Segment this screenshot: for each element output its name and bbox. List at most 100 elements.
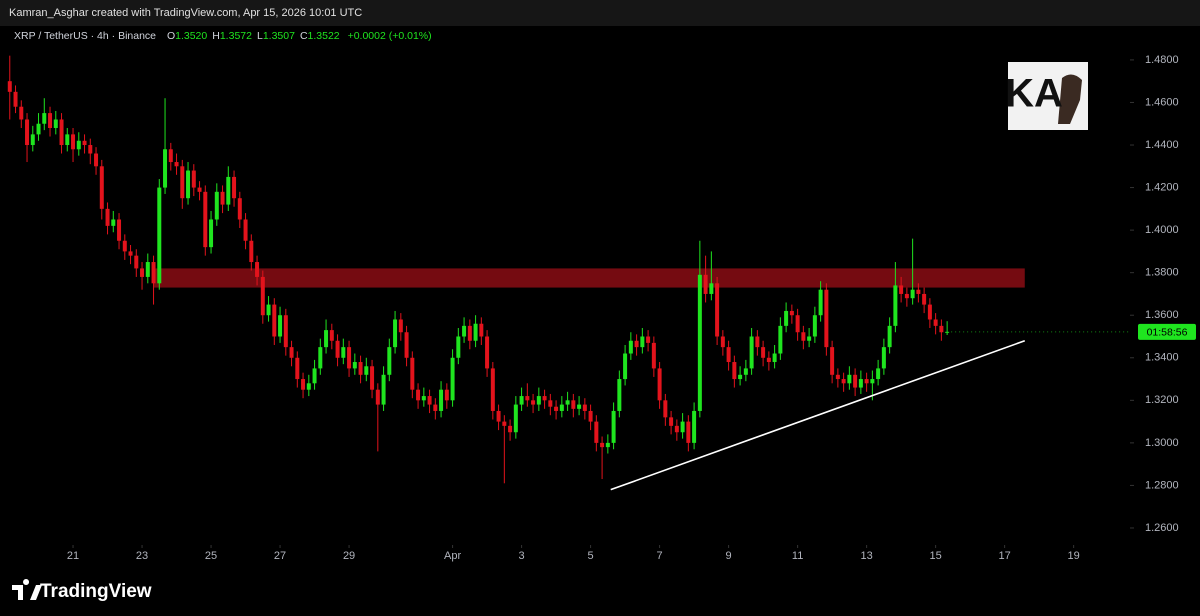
symbol-title: XRP / TetherUS · 4h · Binance bbox=[14, 30, 156, 42]
candle-body bbox=[364, 366, 369, 375]
x-tick-label: 7 bbox=[657, 550, 663, 562]
x-tick-label: 15 bbox=[930, 550, 942, 562]
y-tick-label: 1.4400 bbox=[1145, 139, 1179, 151]
candle-body bbox=[7, 81, 12, 92]
candle-body bbox=[237, 198, 242, 220]
candle-body bbox=[226, 176, 231, 205]
candle-body bbox=[289, 347, 294, 358]
candle-body bbox=[720, 336, 725, 348]
y-tick-label: 1.2800 bbox=[1145, 479, 1179, 491]
candle-body bbox=[588, 410, 593, 422]
y-tick-label: 1.3800 bbox=[1145, 267, 1179, 279]
candle-body bbox=[870, 379, 875, 384]
candle-body bbox=[416, 389, 421, 401]
candle-body bbox=[559, 404, 564, 411]
candle-body bbox=[646, 336, 651, 343]
candle-body bbox=[519, 396, 524, 405]
candle-body bbox=[295, 357, 300, 380]
legend-value: 1.3522 bbox=[308, 30, 340, 42]
candle-body bbox=[243, 219, 248, 241]
candle-body bbox=[485, 336, 490, 369]
candle-body bbox=[232, 176, 237, 199]
candle-body bbox=[623, 353, 628, 380]
candle-body bbox=[111, 219, 116, 226]
candle-body bbox=[732, 362, 737, 380]
legend-label: O bbox=[167, 30, 175, 42]
candle-body bbox=[59, 119, 64, 146]
candle-body bbox=[910, 289, 915, 299]
candle-body bbox=[887, 325, 892, 348]
candle-body bbox=[582, 404, 587, 411]
candle-body bbox=[48, 113, 53, 128]
candle-body bbox=[933, 319, 938, 326]
candle-body bbox=[151, 262, 156, 284]
candle-body bbox=[456, 336, 461, 358]
candle-body bbox=[324, 330, 329, 348]
resistance-zone bbox=[153, 268, 1025, 288]
candle-body bbox=[657, 368, 662, 401]
candle-body bbox=[249, 240, 254, 263]
legend-label: C bbox=[300, 30, 308, 42]
x-tick-label: 25 bbox=[205, 550, 217, 562]
candle-body bbox=[203, 191, 208, 248]
candle-body bbox=[387, 347, 392, 375]
candle-body bbox=[462, 325, 467, 337]
candle-body bbox=[709, 283, 714, 294]
candle-body bbox=[778, 325, 783, 354]
y-tick-label: 1.4200 bbox=[1145, 181, 1179, 193]
candle-body bbox=[853, 374, 858, 388]
candle-body bbox=[375, 389, 380, 405]
candle-body bbox=[490, 368, 495, 411]
candle-body bbox=[306, 383, 311, 390]
watermark-text: KA bbox=[1005, 72, 1063, 116]
candle-body bbox=[755, 336, 760, 348]
candle-body bbox=[272, 304, 277, 337]
candle-body bbox=[421, 396, 426, 401]
candle-body bbox=[766, 357, 771, 363]
candle-body bbox=[220, 191, 225, 205]
candle-body bbox=[439, 389, 444, 411]
candle-body bbox=[157, 187, 162, 284]
candle-body bbox=[260, 276, 265, 316]
candle-body bbox=[347, 347, 352, 369]
candle-body bbox=[53, 119, 58, 128]
y-tick-label: 1.3000 bbox=[1145, 437, 1179, 449]
candle-body bbox=[209, 219, 214, 248]
x-tick-label: 17 bbox=[999, 550, 1011, 562]
candle-body bbox=[122, 240, 127, 252]
candle-body bbox=[444, 389, 449, 401]
x-tick-label: 27 bbox=[274, 550, 286, 562]
candle-body bbox=[611, 410, 616, 443]
watermark: KA bbox=[1005, 62, 1088, 130]
legend-value: 1.3507 bbox=[263, 30, 295, 42]
candle-body bbox=[312, 368, 317, 384]
candle-body bbox=[916, 289, 921, 294]
candle-body bbox=[697, 274, 702, 411]
candle-body bbox=[864, 379, 869, 384]
candle-body bbox=[94, 153, 99, 167]
candle-body bbox=[674, 425, 679, 433]
candle-body bbox=[145, 262, 150, 277]
candle-body bbox=[513, 404, 518, 433]
candle-body bbox=[830, 347, 835, 375]
candle-body bbox=[680, 421, 685, 433]
y-tick-label: 1.3400 bbox=[1145, 352, 1179, 364]
candle-body bbox=[168, 149, 173, 163]
candle-body bbox=[605, 442, 610, 448]
candle-body bbox=[594, 421, 599, 443]
candle-body bbox=[30, 134, 35, 146]
candle-body bbox=[410, 357, 415, 390]
candle-body bbox=[548, 400, 553, 407]
candle-body bbox=[341, 347, 346, 358]
candle-body bbox=[393, 319, 398, 348]
candle-body bbox=[427, 396, 432, 405]
candle-body bbox=[140, 268, 145, 277]
candle-body bbox=[318, 347, 323, 369]
candle-body bbox=[686, 421, 691, 443]
candle-body bbox=[628, 340, 633, 354]
candle-body bbox=[772, 353, 777, 363]
candle-body bbox=[329, 330, 334, 341]
candle-body bbox=[473, 323, 478, 341]
